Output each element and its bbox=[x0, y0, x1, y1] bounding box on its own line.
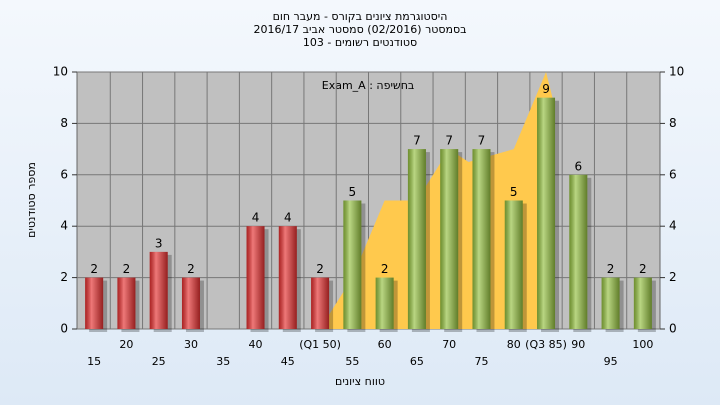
y-tick-label: 2 bbox=[60, 270, 68, 284]
y-tick-label: 6 bbox=[60, 167, 68, 181]
data-label: 7 bbox=[445, 134, 453, 148]
x-tick-label: 75 bbox=[474, 355, 488, 368]
bar-shade bbox=[375, 277, 394, 329]
x-tick-label: (Q3 85) bbox=[525, 338, 567, 351]
x-tick-label: 55 bbox=[345, 355, 359, 368]
x-tick-label: (Q1 50) bbox=[299, 338, 341, 351]
y-tick-label: 0 bbox=[60, 322, 68, 336]
data-label: 4 bbox=[284, 211, 292, 225]
data-label: 2 bbox=[639, 262, 647, 276]
bar-shade bbox=[569, 174, 588, 329]
bar-shade bbox=[537, 97, 556, 329]
data-label: 4 bbox=[252, 211, 260, 225]
bar-shade bbox=[440, 149, 459, 329]
x-tick-label: 65 bbox=[410, 355, 424, 368]
data-label: 2 bbox=[90, 262, 98, 276]
y-tick-label: 10 bbox=[53, 65, 68, 79]
x-tick-label: 95 bbox=[604, 355, 618, 368]
x-tick-label: 90 bbox=[571, 338, 585, 351]
data-label: 9 bbox=[542, 82, 550, 96]
y-tick-label: 4 bbox=[60, 219, 68, 233]
data-label: 5 bbox=[510, 185, 518, 199]
data-label: 2 bbox=[381, 262, 389, 276]
x-tick-label: 20 bbox=[119, 338, 133, 351]
x-tick-label: 35 bbox=[216, 355, 230, 368]
x-tick-label: 100 bbox=[632, 338, 653, 351]
bar-shade bbox=[504, 200, 523, 329]
y2-tick-label: 10 bbox=[669, 65, 684, 79]
y2-tick-label: 6 bbox=[669, 167, 677, 181]
y2-tick-label: 2 bbox=[669, 270, 677, 284]
data-label: 2 bbox=[607, 262, 615, 276]
data-label: 5 bbox=[349, 185, 357, 199]
data-label: 3 bbox=[155, 236, 163, 250]
x-tick-label: 60 bbox=[378, 338, 392, 351]
bar-shade bbox=[311, 277, 330, 329]
bar-shade bbox=[85, 277, 104, 329]
x-tick-label: 45 bbox=[281, 355, 295, 368]
x-tick-label: 30 bbox=[184, 338, 198, 351]
area bbox=[320, 72, 553, 329]
bar-shade bbox=[633, 277, 652, 329]
y-axis-label: מספר סטודנטים bbox=[25, 162, 38, 238]
data-label: 7 bbox=[478, 134, 486, 148]
bar-shade bbox=[343, 200, 362, 329]
data-label: 2 bbox=[187, 262, 195, 276]
x-tick-label: 15 bbox=[87, 355, 101, 368]
data-label: 2 bbox=[316, 262, 324, 276]
y2-tick-label: 0 bbox=[669, 322, 677, 336]
bar-shade bbox=[117, 277, 136, 329]
x-tick-label: 25 bbox=[152, 355, 166, 368]
x-axis-label: טווח ציונים bbox=[335, 375, 385, 388]
chart-title: בסמסטר (02/2016) סמסטר אביב 2016/17 bbox=[253, 23, 466, 36]
bar-shade bbox=[407, 149, 426, 329]
y2-tick-label: 8 bbox=[669, 116, 677, 130]
y2-tick-label: 4 bbox=[669, 219, 677, 233]
bar-shade bbox=[149, 251, 168, 329]
bar-shade bbox=[601, 277, 620, 329]
bar-shade bbox=[278, 226, 297, 329]
y-tick-label: 8 bbox=[60, 116, 68, 130]
x-tick-label: 70 bbox=[442, 338, 456, 351]
x-tick-label: 40 bbox=[249, 338, 263, 351]
data-label: 6 bbox=[574, 159, 582, 173]
data-label: 2 bbox=[123, 262, 131, 276]
chart-title: היסטוגרמת ציונים בקורס - מעבר חום bbox=[273, 10, 448, 23]
x-tick-label: 80 bbox=[507, 338, 521, 351]
bar-shade bbox=[181, 277, 200, 329]
data-label: 7 bbox=[413, 134, 421, 148]
bar-shade bbox=[472, 149, 491, 329]
chart-title: סטודנטים רשומים - 103 bbox=[303, 36, 417, 49]
bar-shade bbox=[246, 226, 265, 329]
